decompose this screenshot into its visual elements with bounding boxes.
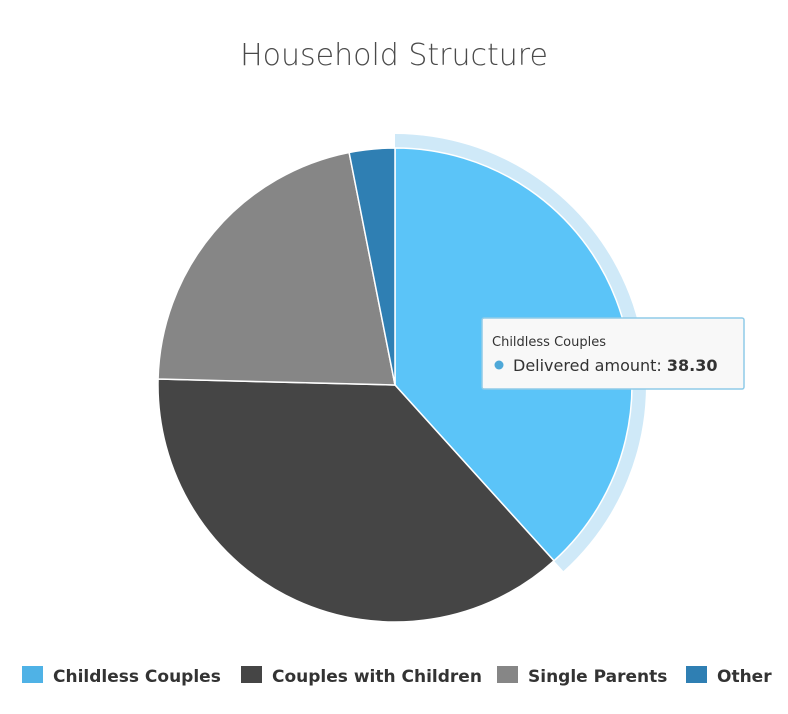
tooltip-box xyxy=(481,317,745,390)
legend-label-single-parents: Single Parents xyxy=(528,667,667,687)
legend-swatch-single-parents xyxy=(497,666,518,683)
legend-label-childless-couples: Childless Couples xyxy=(53,667,221,687)
legend: Childless Couples Couples with Children Si… xyxy=(22,666,772,687)
tooltip-marker xyxy=(494,360,504,370)
legend-swatch-other xyxy=(686,666,707,683)
tooltip-category: Childless Couples xyxy=(492,335,606,350)
legend-item-couples-with-children[interactable]: Couples with Children xyxy=(241,666,482,687)
tooltip-colon: : xyxy=(656,356,666,375)
tooltip-line: Delivered amount: 38.30 xyxy=(513,356,718,375)
tooltip-value: 38.30 xyxy=(667,356,718,375)
tooltip-series-label: Delivered amount xyxy=(513,356,656,375)
legend-item-childless-couples[interactable]: Childless Couples xyxy=(22,666,221,687)
legend-item-single-parents[interactable]: Single Parents xyxy=(497,666,667,687)
legend-label-couples-with-children: Couples with Children xyxy=(272,667,482,687)
slice-couples-with-children[interactable] xyxy=(157,378,555,623)
slices-group xyxy=(157,134,647,623)
slice-other[interactable] xyxy=(348,147,396,386)
legend-item-other[interactable]: Other xyxy=(686,666,772,687)
legend-swatch-childless-couples xyxy=(22,666,43,683)
legend-label-other: Other xyxy=(717,667,772,687)
chart-title: Household Structure xyxy=(240,38,548,73)
slice-single-parents[interactable] xyxy=(157,151,396,386)
tooltip: Childless Couples Delivered amount: 38.3… xyxy=(481,317,745,390)
legend-swatch-couples-with-children xyxy=(241,666,262,683)
